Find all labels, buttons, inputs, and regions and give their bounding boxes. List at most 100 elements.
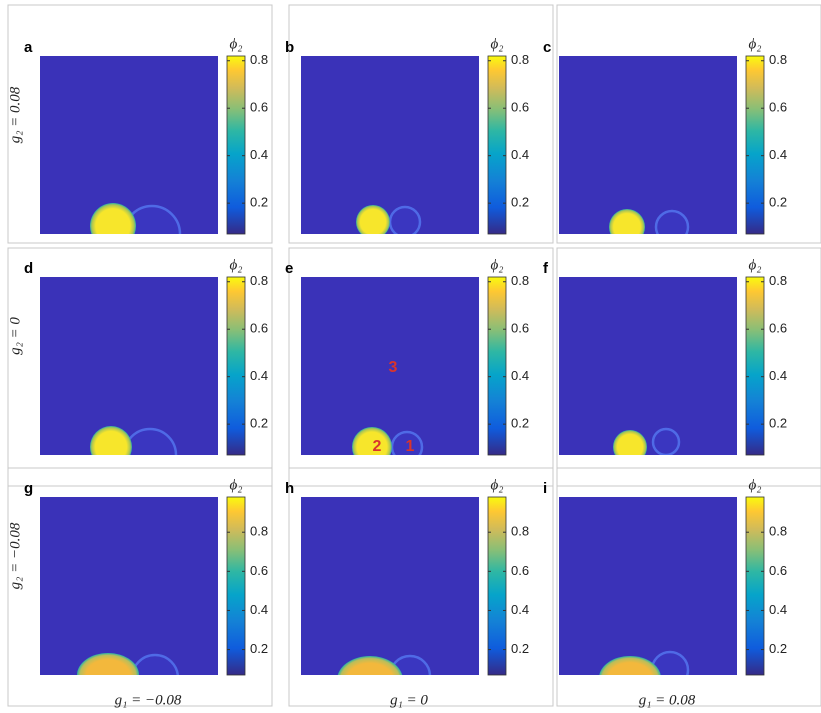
colorbar-tick-label: 0.4 bbox=[250, 602, 268, 617]
field-background bbox=[559, 56, 737, 234]
droplets bbox=[90, 203, 182, 234]
yellow-droplet bbox=[77, 653, 139, 675]
ring-droplet bbox=[122, 204, 182, 234]
yellow-droplet bbox=[599, 656, 661, 675]
colorbar bbox=[487, 496, 507, 676]
colorbar-label: ϕ₂ bbox=[749, 477, 762, 493]
colorbar-tick-label: 0.4 bbox=[769, 602, 787, 617]
colorbar-tick-label: 0.6 bbox=[250, 100, 268, 115]
colorbar-label: ϕ₂ bbox=[491, 257, 504, 273]
row-label: g₂ = −0.08 bbox=[7, 522, 23, 589]
colorbar-label: ϕ₂ bbox=[491, 477, 504, 493]
colorbar bbox=[487, 55, 507, 235]
panel-letter: f bbox=[543, 260, 549, 277]
panel-letter: b bbox=[285, 39, 294, 56]
droplets bbox=[599, 650, 690, 675]
colorbar bbox=[487, 276, 507, 456]
yellow-droplet bbox=[90, 203, 136, 234]
field-image bbox=[301, 277, 479, 455]
panel-frame bbox=[288, 467, 554, 707]
region-annotation: 3 bbox=[389, 359, 398, 376]
colorbar-tick-label: 0.8 bbox=[511, 524, 529, 539]
panel-frame bbox=[556, 4, 821, 244]
colorbar-tick-label: 0.6 bbox=[250, 563, 268, 578]
droplets bbox=[90, 426, 178, 455]
field-background bbox=[559, 277, 737, 455]
colorbar bbox=[226, 276, 246, 456]
row-label: g₂ = 0 bbox=[7, 317, 23, 355]
yellow-droplet bbox=[90, 426, 132, 455]
panel-letter: e bbox=[285, 260, 293, 277]
colorbar-label: ϕ₂ bbox=[749, 257, 762, 273]
colorbar-tick-label: 0.8 bbox=[250, 524, 268, 539]
colorbar bbox=[745, 55, 765, 235]
field-image bbox=[559, 497, 737, 675]
colorbar-tick-label: 0.4 bbox=[769, 368, 787, 383]
colorbar-tick-label: 0.2 bbox=[511, 195, 529, 210]
panel-frame bbox=[7, 467, 273, 707]
colorbar-tick-label: 0.8 bbox=[769, 52, 787, 67]
colorbar-tick-label: 0.8 bbox=[769, 524, 787, 539]
colorbar-tick-label: 0.6 bbox=[250, 321, 268, 336]
field-background bbox=[40, 56, 218, 234]
colorbar-tick-label: 0.4 bbox=[511, 147, 529, 162]
droplets bbox=[609, 209, 690, 234]
colorbar-tick-label: 0.6 bbox=[769, 100, 787, 115]
panel-letter: i bbox=[543, 480, 547, 497]
field-image bbox=[559, 56, 737, 234]
panel-letter: d bbox=[24, 260, 33, 277]
colorbar-tick-label: 0.8 bbox=[511, 273, 529, 288]
colorbar-tick-label: 0.4 bbox=[511, 602, 529, 617]
colorbar-tick-label: 0.6 bbox=[511, 563, 529, 578]
column-label: g₁ = 0 bbox=[390, 692, 428, 708]
panel-frame bbox=[556, 467, 821, 707]
ring-droplet bbox=[388, 205, 422, 234]
field-background bbox=[301, 277, 479, 455]
colorbar-tick-label: 0.2 bbox=[511, 416, 529, 431]
colorbar-tick-label: 0.2 bbox=[769, 416, 787, 431]
ring-droplet bbox=[654, 209, 690, 234]
panel-frame bbox=[288, 4, 554, 244]
colorbar bbox=[226, 496, 246, 676]
yellow-droplet bbox=[609, 209, 645, 234]
field-image bbox=[40, 497, 218, 675]
colorbar-tick-label: 0.2 bbox=[769, 195, 787, 210]
ring-droplet bbox=[651, 427, 681, 455]
colorbar-label: ϕ₂ bbox=[491, 36, 504, 52]
ring-droplet bbox=[122, 427, 178, 455]
field-image bbox=[40, 56, 218, 234]
column-label: g₁ = 0.08 bbox=[639, 692, 696, 708]
field-background bbox=[559, 497, 737, 675]
colorbar-tick-label: 0.2 bbox=[769, 641, 787, 656]
droplets bbox=[613, 427, 681, 455]
panel-frame bbox=[7, 247, 273, 487]
field-image bbox=[301, 56, 479, 234]
panel-frame bbox=[288, 247, 554, 487]
droplets bbox=[356, 205, 422, 234]
droplets bbox=[77, 653, 180, 675]
colorbar-tick-label: 0.2 bbox=[250, 416, 268, 431]
field-background bbox=[40, 277, 218, 455]
panel-frame bbox=[7, 4, 273, 244]
column-label: g₁ = −0.08 bbox=[115, 692, 182, 708]
row-label: g₂ = 0.08 bbox=[7, 86, 23, 143]
field-background bbox=[301, 497, 479, 675]
colorbar-tick-label: 0.8 bbox=[250, 273, 268, 288]
field-image bbox=[301, 497, 479, 675]
colorbar-label: ϕ₂ bbox=[230, 477, 243, 493]
colorbar-label: ϕ₂ bbox=[230, 36, 243, 52]
colorbar-tick-label: 0.6 bbox=[769, 321, 787, 336]
panel-letter: h bbox=[285, 480, 294, 497]
droplets bbox=[352, 427, 424, 455]
colorbar-tick-label: 0.2 bbox=[250, 641, 268, 656]
colorbar bbox=[226, 55, 246, 235]
ring-droplet bbox=[388, 654, 432, 675]
panel-letter: c bbox=[543, 39, 551, 56]
colorbar-tick-label: 0.6 bbox=[511, 100, 529, 115]
colorbar-tick-label: 0.2 bbox=[250, 195, 268, 210]
ring-droplet bbox=[130, 653, 180, 675]
yellow-droplet bbox=[352, 427, 392, 455]
colorbar-tick-label: 0.4 bbox=[250, 368, 268, 383]
field-background bbox=[301, 56, 479, 234]
